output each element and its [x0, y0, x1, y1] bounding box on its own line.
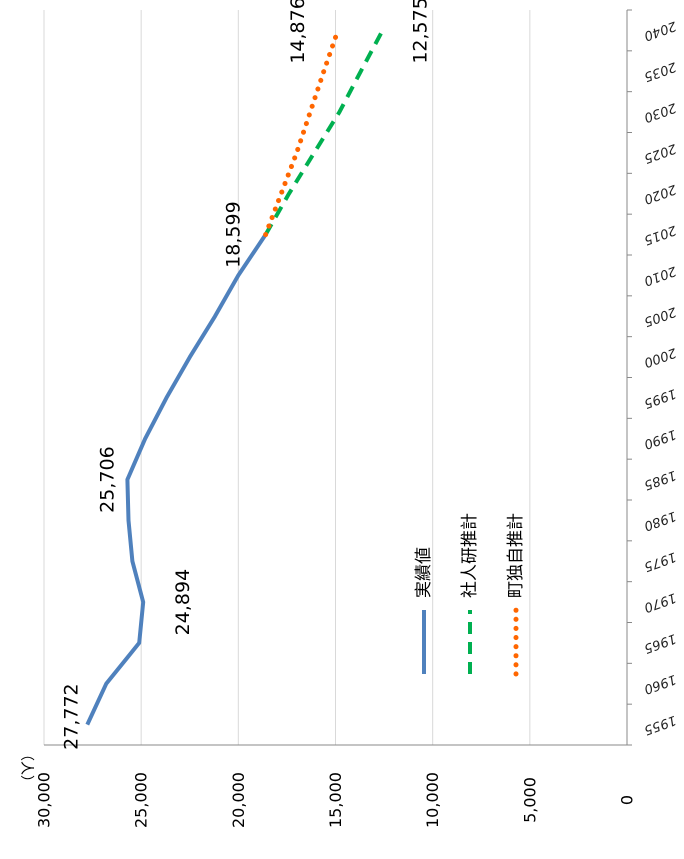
- legend: 実績値 社人研推計 町独自推計: [414, 513, 526, 677]
- x-tick-label: 1990: [642, 426, 678, 451]
- data-label: 27,772: [60, 683, 82, 749]
- gridlines: [43, 10, 531, 745]
- unit-label: （人）: [18, 747, 34, 789]
- x-tick-label: 1965: [642, 630, 678, 655]
- x-tick-label: 2015: [642, 222, 678, 247]
- x-tick-label: 1970: [642, 589, 678, 614]
- y-tick-label: 30,000: [35, 772, 54, 828]
- x-tick-label: 1975: [642, 549, 678, 574]
- data-label: 24,894: [172, 569, 194, 635]
- y-tick-label: 15,000: [326, 772, 345, 828]
- series-line-3: [263, 27, 341, 238]
- y-tick-label: 0: [618, 795, 637, 805]
- y-tick-label: 5,000: [520, 777, 539, 823]
- x-tick-label: 1995: [642, 385, 678, 410]
- legend-label: 実績値: [414, 547, 434, 598]
- x-tick-label: 1960: [642, 671, 678, 696]
- x-tick-label: 2025: [642, 140, 678, 165]
- data-label: 14,876: [287, 0, 309, 64]
- x-tick-label: 2040: [642, 18, 678, 43]
- y-tick-label: 25,000: [132, 772, 151, 828]
- series-line-1: [85, 233, 268, 726]
- series-line-2: [263, 29, 385, 236]
- legend-label: 町独自推計: [506, 513, 526, 598]
- x-tick-label: 2000: [642, 344, 678, 369]
- y-tick-label: 10,000: [423, 772, 442, 828]
- x-tick-label: 2020: [642, 181, 678, 206]
- x-tick-label: 2005: [642, 304, 678, 329]
- data-label: 12,575: [410, 0, 432, 64]
- x-tick-label: 1980: [642, 508, 678, 533]
- x-tick-label: 1985: [642, 467, 678, 492]
- x-tick-label: 2030: [642, 99, 678, 124]
- data-label: 18,599: [223, 201, 245, 267]
- legend-label: 社人研推計: [460, 513, 480, 598]
- x-tick-label: 2035: [642, 59, 678, 84]
- data-labels: 27,772 24,894 25,706 18,599 14,876 12,575: [60, 0, 431, 750]
- x-tick-label: 2010: [642, 263, 678, 288]
- axes: 0 5,000 10,000 15,000 20,000 25,000 30,000 1955…: [35, 9, 678, 828]
- data-label: 25,706: [96, 446, 118, 512]
- x-tick-label: 1955: [642, 712, 678, 737]
- series-lines: [85, 27, 385, 726]
- y-tick-label: 20,000: [229, 772, 248, 828]
